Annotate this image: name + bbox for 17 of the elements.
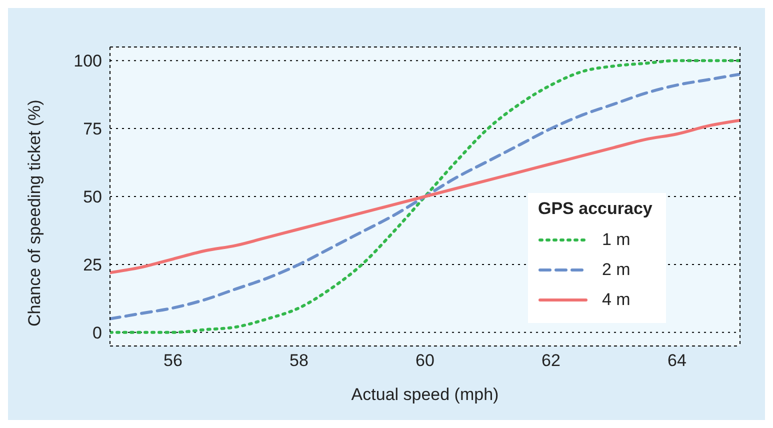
x-tick-label: 58: [290, 351, 308, 370]
y-tick-label: 50: [83, 188, 102, 207]
y-axis-title: Chance of speeding ticket (%): [25, 100, 44, 326]
x-tick-label: 64: [668, 351, 686, 370]
y-tick-label: 75: [83, 120, 102, 139]
legend-label: 4 m: [602, 290, 630, 310]
legend-label: 2 m: [602, 260, 630, 280]
x-tick-label: 56: [164, 351, 182, 370]
line-series: [110, 118, 740, 274]
x-tick-label: 60: [416, 351, 434, 370]
y-tick-label: 25: [83, 255, 102, 274]
legend-title: GPS accuracy: [538, 199, 652, 219]
x-tick-label: 62: [542, 351, 560, 370]
legend-label: 1 m: [602, 230, 630, 250]
y-tick-label: 0: [92, 323, 102, 342]
y-tick-label: 100: [74, 52, 102, 71]
x-axis-title: Actual speed (mph): [351, 385, 499, 404]
